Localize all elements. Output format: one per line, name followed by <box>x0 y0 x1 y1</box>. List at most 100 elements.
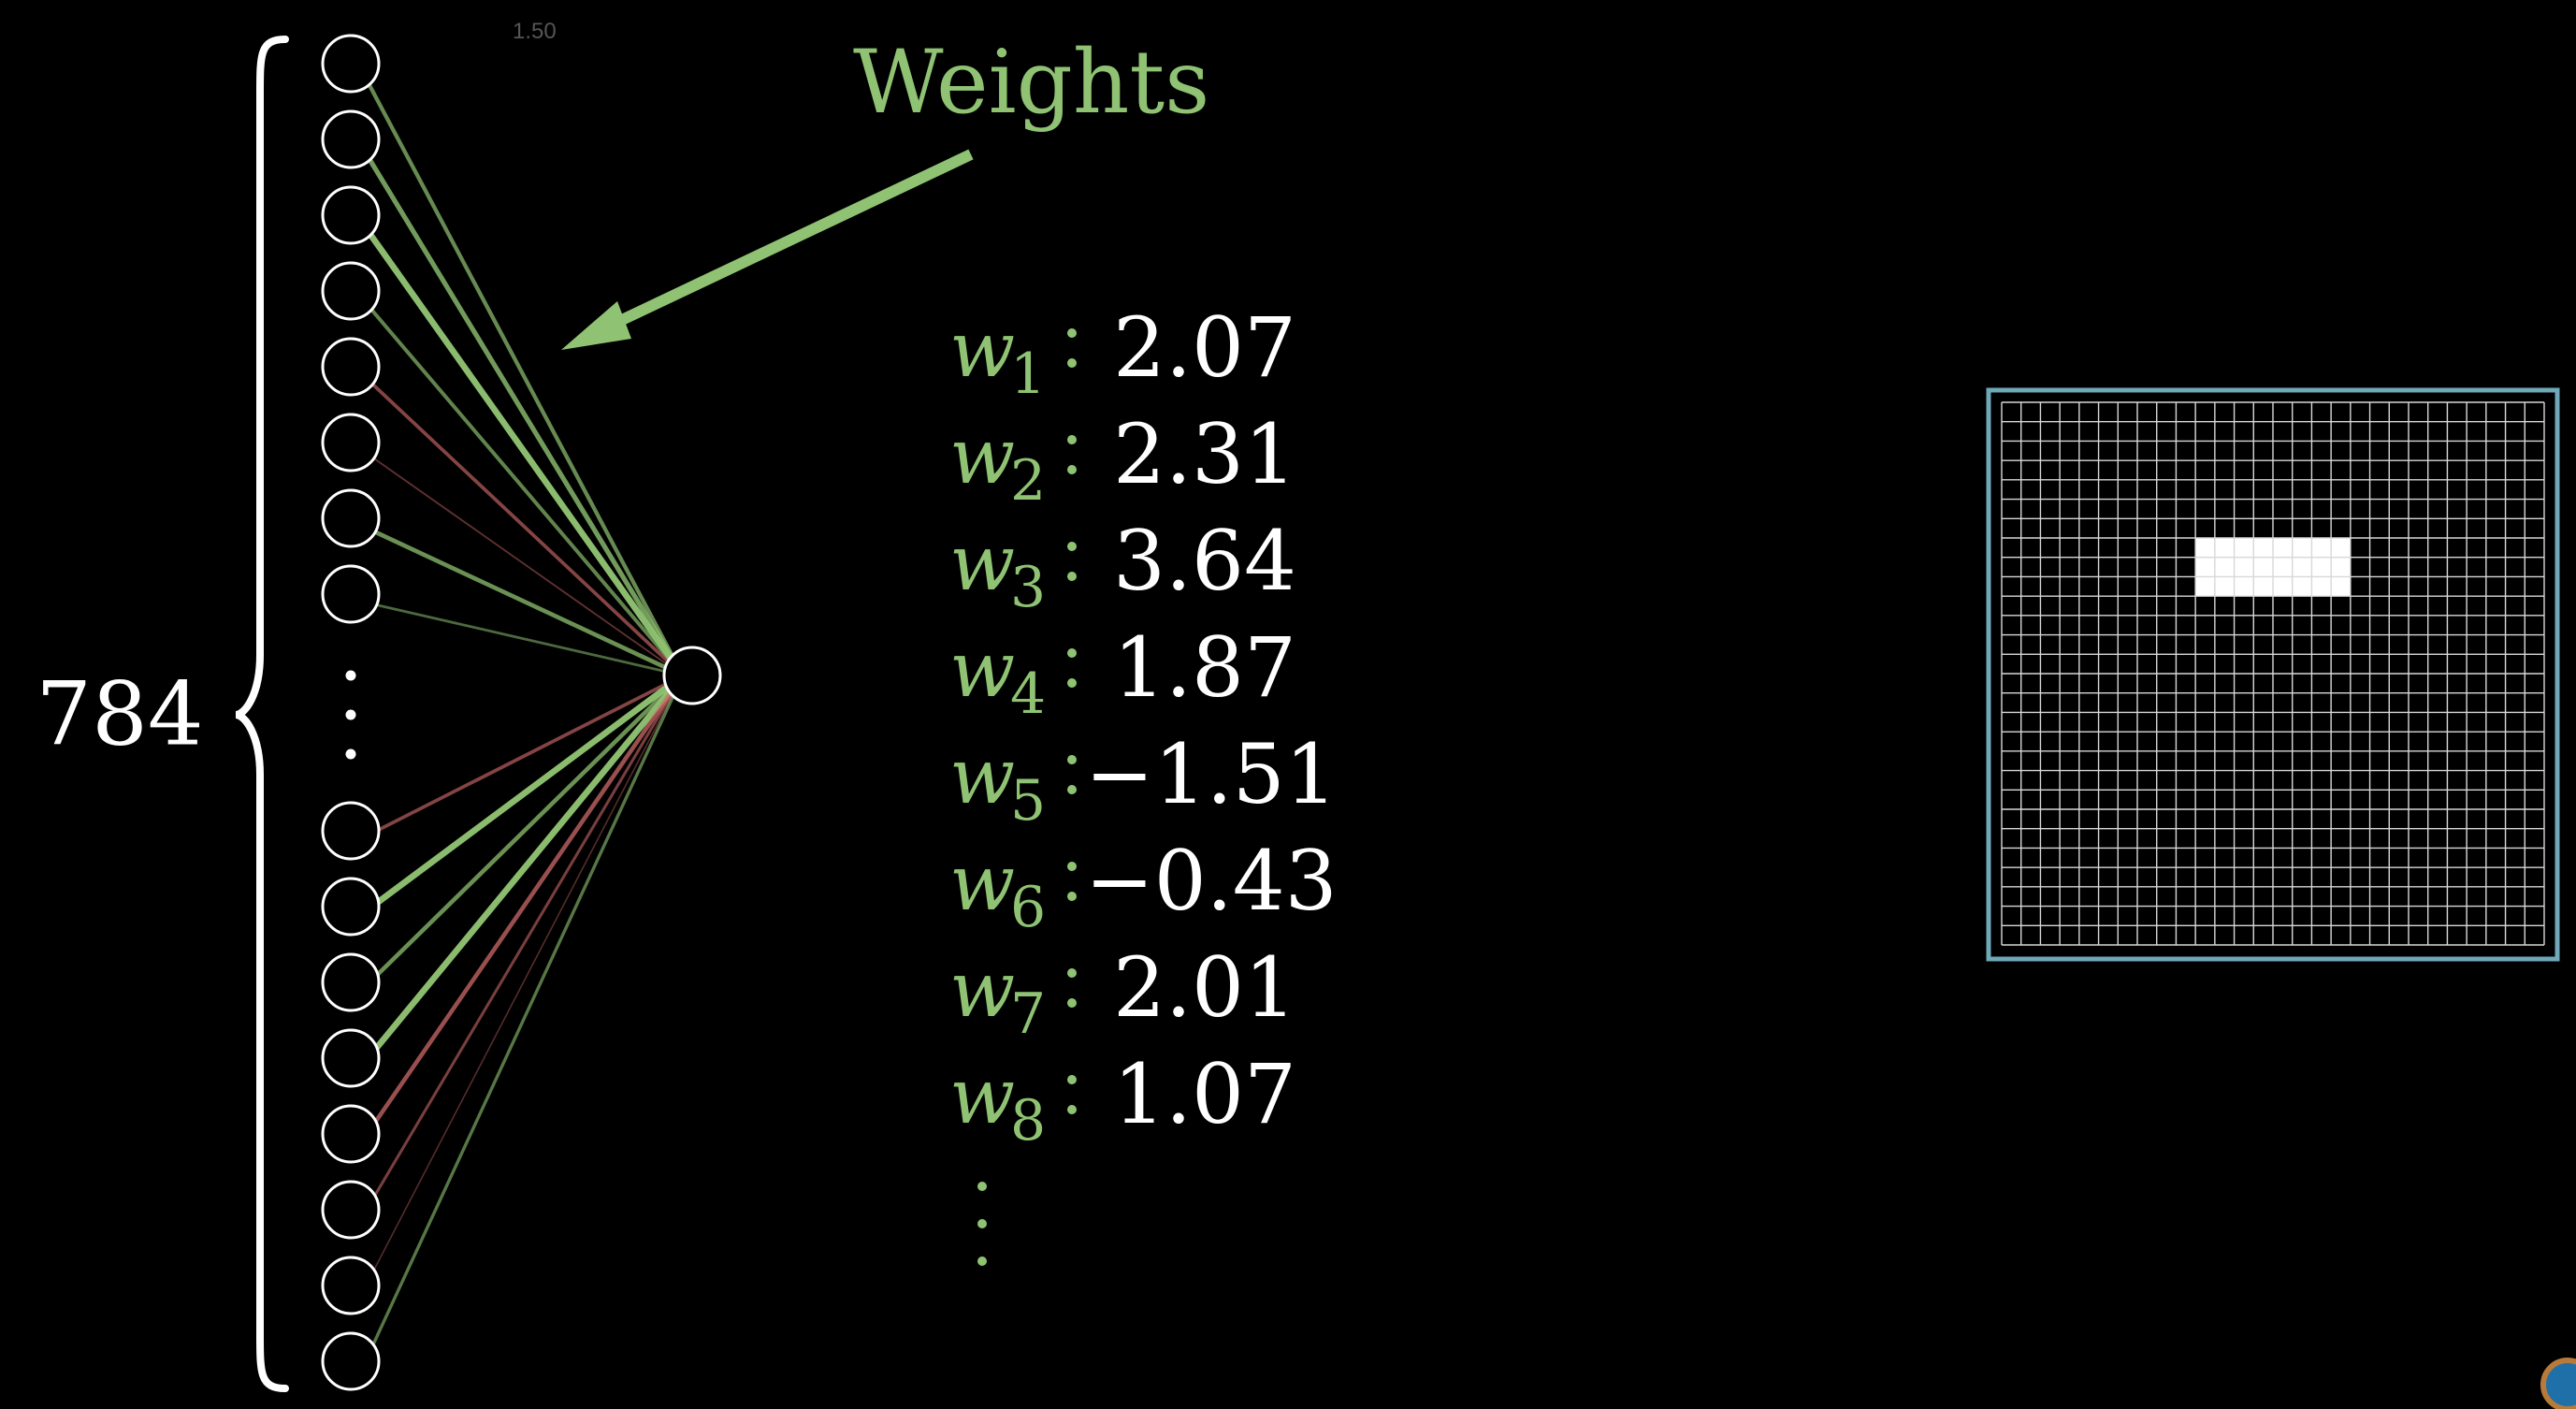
playback-speed-label: 1.50 <box>513 19 557 44</box>
weight-row: w4 1.87 <box>949 619 1296 727</box>
weight-symbol: w <box>949 733 1015 821</box>
colon-dot <box>1067 542 1077 551</box>
connection-line <box>359 145 686 677</box>
weight-row: w1 2.07 <box>949 299 1296 407</box>
connection-line <box>361 600 684 677</box>
colon-dot <box>1067 998 1077 1008</box>
ellipsis-dot <box>977 1182 987 1191</box>
connections-group <box>359 69 686 1370</box>
weight-value: 1.87 <box>1113 619 1296 716</box>
connection-line <box>360 297 685 677</box>
colon-dot <box>1067 648 1077 658</box>
weight-index: 7 <box>1010 981 1046 1047</box>
connection-line <box>361 674 684 840</box>
weight-symbol: w <box>949 1053 1015 1141</box>
corner-logo-icon <box>2540 1358 2576 1409</box>
weight-value: 2.01 <box>1113 939 1296 1036</box>
colon-dot <box>1067 862 1077 871</box>
weight-index: 3 <box>1010 555 1046 620</box>
input-neuron <box>321 488 381 548</box>
input-neuron <box>321 952 381 1012</box>
connection-line <box>361 449 684 676</box>
colon-dot <box>1067 968 1077 978</box>
connection-line <box>361 523 684 678</box>
weight-value: 1.07 <box>1113 1046 1296 1142</box>
connection-line <box>359 221 686 677</box>
colon-dot <box>1067 678 1077 688</box>
weight-index: 2 <box>1010 448 1046 514</box>
connection-line <box>360 372 685 677</box>
input-neuron <box>321 261 381 321</box>
input-neuron <box>321 1028 381 1088</box>
input-count-label: 784 <box>36 664 203 766</box>
annotation-label: Weights <box>853 32 1209 134</box>
colon-dot <box>1067 892 1077 901</box>
input-neuron <box>321 109 381 169</box>
pixel-grid-border <box>1986 387 2560 962</box>
weight-list-ellipsis <box>977 1182 987 1266</box>
weight-value: −0.43 <box>1085 833 1338 929</box>
annotation-arrowhead <box>561 301 631 350</box>
input-neuron <box>321 877 381 937</box>
weight-value: −1.51 <box>1085 726 1338 822</box>
weight-row: w3 3.64 <box>949 513 1296 620</box>
input-neuron <box>321 337 381 397</box>
input-neurons-group <box>321 34 381 1391</box>
weight-row: w6 −0.43 <box>949 833 1338 940</box>
weight-row: w5 −1.51 <box>949 726 1338 834</box>
weight-index: 5 <box>1010 768 1046 834</box>
ellipsis-dot <box>345 670 356 681</box>
colon-dot <box>1067 465 1077 474</box>
weight-index: 8 <box>1010 1088 1046 1154</box>
connection-line <box>360 675 685 1370</box>
weight-symbol: w <box>949 306 1015 395</box>
input-layer-brace <box>235 36 289 1392</box>
weight-value: 2.07 <box>1113 299 1296 396</box>
connection-line <box>361 675 684 1294</box>
colon-dot <box>1067 328 1077 338</box>
input-neuron <box>321 1256 381 1315</box>
input-neuron <box>321 34 381 94</box>
colon-dot <box>1067 358 1077 368</box>
colon-dot <box>1067 1075 1077 1084</box>
weight-symbol: w <box>949 839 1015 928</box>
colon-dot <box>1067 785 1077 794</box>
input-neuron <box>321 801 381 861</box>
neuron-ellipsis <box>345 670 356 760</box>
weight-index: 6 <box>1010 875 1046 940</box>
connection-line <box>360 675 685 1218</box>
ellipsis-dot <box>977 1256 987 1266</box>
weight-symbol: w <box>949 413 1015 501</box>
connection-line <box>360 69 685 677</box>
pixel-grid <box>2001 401 2545 946</box>
ellipsis-dot <box>977 1219 987 1228</box>
weight-symbol: w <box>949 946 1015 1035</box>
connection-line <box>360 674 685 992</box>
weight-symbol: w <box>949 519 1015 608</box>
colon-dot <box>1067 755 1077 764</box>
weight-row: w7 2.01 <box>949 939 1296 1047</box>
input-neuron <box>321 1104 381 1164</box>
colon-dot <box>1067 435 1077 444</box>
weight-value: 2.31 <box>1113 406 1296 502</box>
input-neuron <box>321 413 381 472</box>
output-neuron <box>662 646 722 705</box>
input-neuron <box>321 1180 381 1240</box>
weight-symbol: w <box>949 626 1015 715</box>
connection-line <box>360 673 685 917</box>
connection-line <box>359 673 686 1068</box>
input-neuron <box>321 185 381 245</box>
input-neuron <box>321 564 381 624</box>
colon-dot <box>1067 572 1077 581</box>
connection-line <box>360 674 685 1143</box>
weight-row: w8 1.07 <box>949 1046 1296 1154</box>
annotation-arrow-shaft <box>603 149 974 333</box>
weight-index: 4 <box>1010 661 1046 727</box>
weight-row: w2 2.31 <box>949 406 1296 514</box>
ellipsis-dot <box>345 748 356 760</box>
ellipsis-dot <box>345 709 356 720</box>
colon-dot <box>1067 1105 1077 1114</box>
